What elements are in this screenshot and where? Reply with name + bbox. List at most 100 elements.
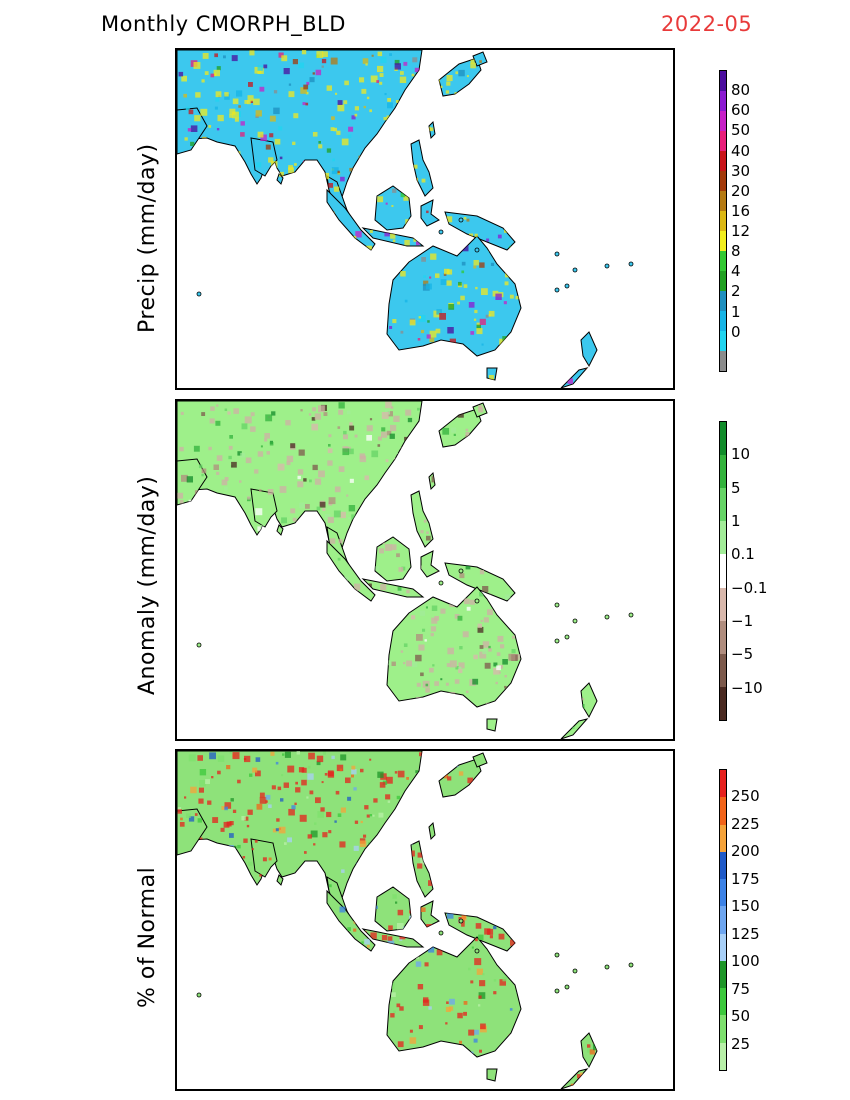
colorbar-segment <box>720 620 726 654</box>
colorbar-tick-label: 50 <box>731 1007 751 1026</box>
mainland-asia <box>177 751 423 912</box>
colorbar-segment <box>720 351 726 371</box>
colorbar-tick-label: 175 <box>731 869 760 888</box>
islet <box>474 247 480 253</box>
colorbar-tick-label: 75 <box>731 979 751 998</box>
colorbar-segment <box>720 331 726 351</box>
islet <box>564 984 570 990</box>
hokkaido <box>472 752 488 768</box>
islet <box>474 948 480 954</box>
sulawesi <box>420 900 440 928</box>
colorbar-tick-label: 4 <box>731 262 741 281</box>
percent-normal-colorbar <box>719 769 727 1071</box>
islet <box>474 598 480 604</box>
colorbar-tick-label: 100 <box>731 952 760 971</box>
colorbar-segment <box>720 191 726 211</box>
sulawesi <box>420 550 440 578</box>
islet <box>628 261 634 267</box>
anomaly-colorbar <box>719 421 727 721</box>
sumatra <box>326 889 376 952</box>
islet <box>554 952 560 958</box>
colorbar-segment <box>720 587 726 621</box>
islet <box>628 612 634 618</box>
islet <box>572 618 578 624</box>
islet <box>458 217 464 223</box>
colorbar-segment <box>720 231 726 251</box>
australia <box>386 936 522 1058</box>
colorbar-tick-label: 0 <box>731 322 741 341</box>
mainland-asia <box>177 50 423 211</box>
south-india <box>250 137 278 177</box>
ylabel-anomaly: Anomaly (mm/day) <box>135 475 160 695</box>
islet <box>604 263 610 269</box>
sumatra <box>326 188 376 251</box>
colorbar-tick-label: 30 <box>731 161 751 180</box>
islet <box>196 291 202 297</box>
islet <box>196 992 202 998</box>
colorbar-segment <box>720 686 726 720</box>
islet <box>554 988 560 994</box>
islet <box>438 229 444 235</box>
colorbar-segment <box>720 879 726 907</box>
japan <box>438 758 482 798</box>
australia <box>386 586 522 708</box>
colorbar-segment <box>720 1042 726 1070</box>
islet <box>458 568 464 574</box>
taiwan <box>428 821 436 841</box>
islet <box>604 964 610 970</box>
anomaly-map-panel <box>175 399 675 741</box>
islet <box>554 287 560 293</box>
colorbar-tick-label: 250 <box>731 787 760 806</box>
colorbar-tick-label: 8 <box>731 242 741 261</box>
colorbar-tick-label: 125 <box>731 924 760 943</box>
islet <box>438 580 444 586</box>
colorbar-tick-label: 150 <box>731 897 760 916</box>
sri-lanka <box>276 874 284 886</box>
precip-colorbar <box>719 70 727 372</box>
colorbar-segment <box>720 291 726 311</box>
islet <box>554 602 560 608</box>
colorbar-segment <box>720 851 726 880</box>
colorbar-segment <box>720 455 726 489</box>
colorbar-segment <box>720 251 726 271</box>
colorbar-tick-label: 2 <box>731 282 741 301</box>
ylabel-precip: Precip (mm/day) <box>135 143 160 333</box>
colorbar-segment <box>720 488 726 522</box>
colorbar-segment <box>720 311 726 331</box>
percent-normal-map <box>177 751 634 1089</box>
borneo <box>374 886 412 932</box>
colorbar-segment <box>720 554 726 588</box>
new-zealand-south <box>560 367 589 388</box>
hokkaido <box>472 51 488 67</box>
colorbar-tick-label: −0.1 <box>731 578 768 597</box>
islet <box>604 614 610 620</box>
islet <box>554 251 560 257</box>
map-date: 2022-05 <box>661 12 753 36</box>
colorbar-tick-label: 20 <box>731 181 751 200</box>
islet <box>458 918 464 924</box>
colorbar-segment <box>720 653 726 687</box>
colorbar-tick-label: 16 <box>731 201 751 220</box>
islet <box>438 930 444 936</box>
colorbar-segment <box>720 91 726 111</box>
colorbar-segment <box>720 988 726 1016</box>
colorbar-segment <box>720 211 726 231</box>
philippines <box>410 840 434 898</box>
colorbar-tick-label: 5 <box>731 478 741 497</box>
islet <box>554 638 560 644</box>
colorbar-segment <box>720 151 726 171</box>
colorbar-tick-label: 80 <box>731 81 751 100</box>
islet <box>564 283 570 289</box>
colorbar-tick-label: 200 <box>731 842 760 861</box>
islet <box>572 267 578 273</box>
colorbar-segment <box>720 770 726 798</box>
colorbar-tick-label: 1 <box>731 512 741 530</box>
colorbar-segment <box>720 1015 726 1043</box>
colorbar-segment <box>720 960 726 989</box>
colorbar-tick-label: 225 <box>731 814 760 833</box>
colorbar-tick-label: −1 <box>731 612 754 630</box>
new-zealand-north <box>580 331 598 368</box>
tasmania <box>486 1068 498 1082</box>
percent-normal-map-panel <box>175 749 675 1091</box>
colorbar-tick-label: 0.1 <box>731 545 755 564</box>
